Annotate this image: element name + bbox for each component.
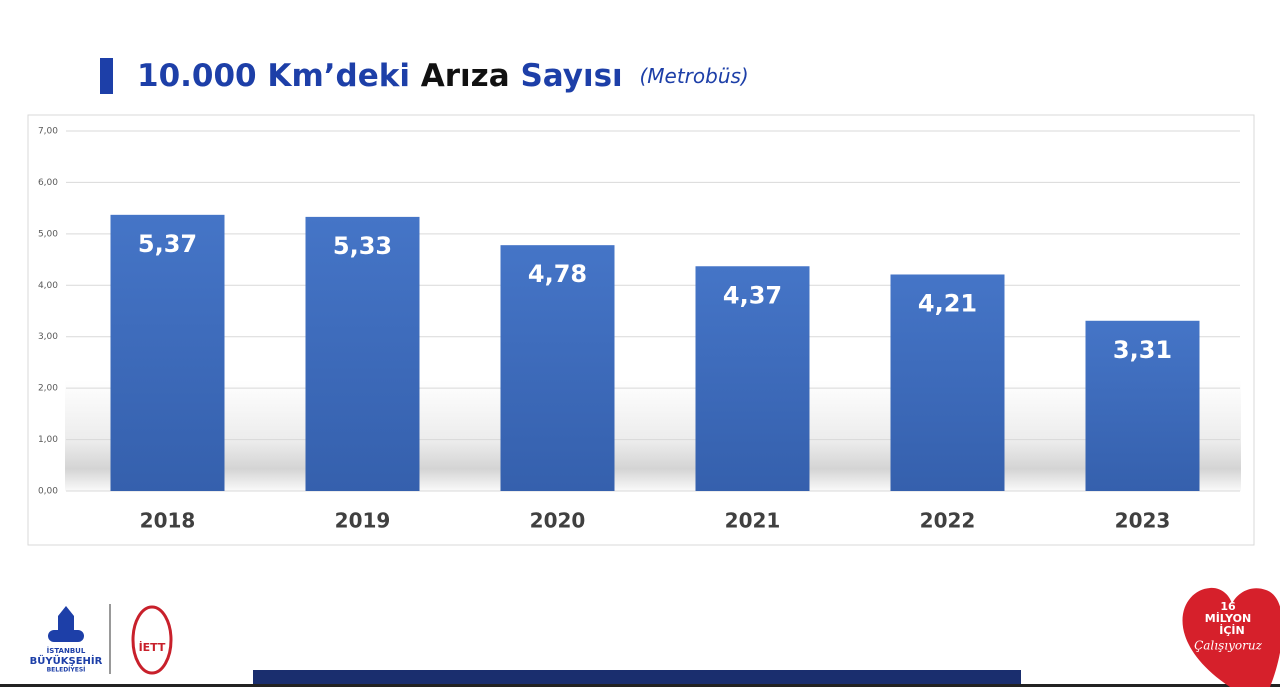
value-label: 5,33 <box>333 232 392 260</box>
ibb-text: BÜYÜKŞEHİR <box>30 653 103 667</box>
badge-text: İÇİN <box>1219 623 1244 637</box>
title-part: Sayısı <box>520 58 622 94</box>
y-tick-label: 6,00 <box>38 178 58 188</box>
ibb-text: İSTANBUL <box>47 646 86 655</box>
y-tick-label: 3,00 <box>38 332 58 342</box>
value-label: 5,37 <box>138 230 197 258</box>
badge-text: MİLYON <box>1205 611 1251 625</box>
title-part: 10.000 Km’deki <box>137 58 410 94</box>
iett-logo: İETT <box>131 605 173 675</box>
bar <box>305 216 420 491</box>
bar <box>1085 320 1200 491</box>
bar <box>695 266 810 491</box>
badge-text: Çalışıyoruz <box>1194 639 1262 653</box>
iett-text: İETT <box>139 640 166 654</box>
badge: 16 MİLYON İÇİN Çalışıyoruz <box>1182 587 1280 687</box>
badge-text: 16 <box>1220 600 1236 613</box>
bar <box>500 245 615 491</box>
y-tick-label: 2,00 <box>38 384 58 394</box>
chart-title: 10.000 Km’deki Arıza Sayısı (Metrobüs) <box>137 58 749 94</box>
ibb-text: BELEDİYESİ <box>47 667 86 674</box>
x-tick-label: 2018 <box>140 509 196 533</box>
value-label: 3,31 <box>1113 336 1172 364</box>
bar <box>890 274 1005 491</box>
value-label: 4,21 <box>918 289 977 317</box>
value-label: 4,78 <box>528 260 587 288</box>
bar <box>110 214 225 492</box>
title-part: Arıza <box>421 58 510 94</box>
y-tick-label: 7,00 <box>38 127 58 137</box>
plot: 0,00 1,00 2,00 3,00 4,00 5,00 6,00 7,00 2018 5,37… <box>38 127 1240 533</box>
footer-line <box>0 684 1280 687</box>
subtitle: (Metrobüs) <box>639 64 748 88</box>
y-tick-label: 4,00 <box>38 281 58 291</box>
footer-bar <box>253 670 1021 687</box>
x-tick-label: 2019 <box>335 509 391 533</box>
x-tick-label: 2022 <box>920 509 976 533</box>
y-tick-label: 1,00 <box>38 435 58 445</box>
title-marker <box>100 58 113 94</box>
value-label: 4,37 <box>723 281 782 309</box>
ibb-logo: İSTANBUL BÜYÜKŞEHİR BELEDİYESİ <box>30 606 103 674</box>
y-tick-label: 5,00 <box>38 229 58 239</box>
x-tick-label: 2023 <box>1115 509 1171 533</box>
x-tick-label: 2020 <box>530 509 586 533</box>
chart-floor <box>65 380 1241 491</box>
x-tick-label: 2021 <box>725 509 781 533</box>
y-tick-label: 0,00 <box>38 487 58 497</box>
